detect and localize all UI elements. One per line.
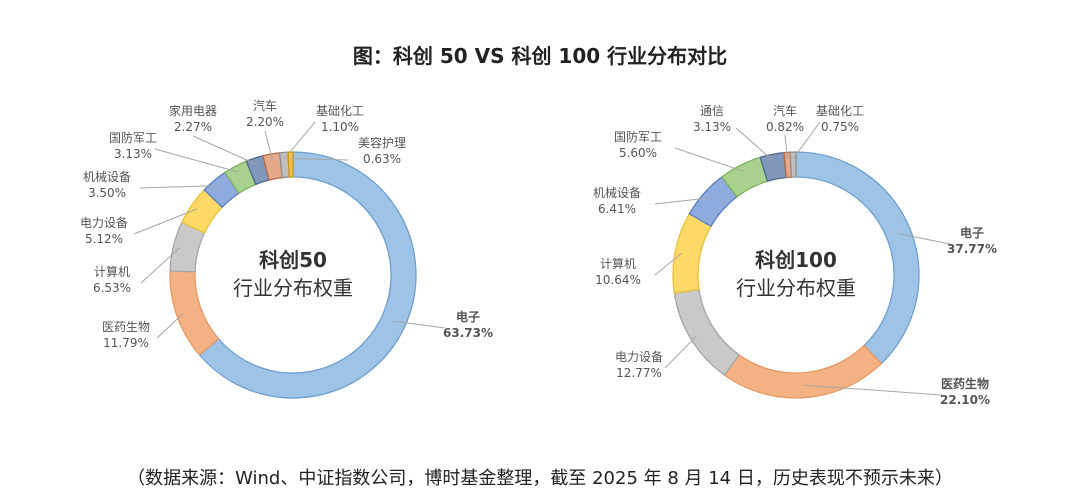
slice-医药生物 — [169, 270, 220, 356]
slice-label: 汽车 — [253, 98, 277, 113]
slice-label: 计算机 — [600, 256, 636, 271]
slice-label: 汽车 — [773, 103, 797, 118]
slice-value-label: 6.53% — [93, 281, 131, 295]
slice-value-label: 11.79% — [103, 336, 149, 350]
leader-line — [784, 134, 789, 159]
leader-line — [898, 233, 951, 245]
slice-value-label: 0.75% — [821, 120, 859, 134]
leader-line — [264, 130, 273, 161]
slice-value-label: 22.10% — [940, 393, 990, 407]
center-subtitle: 行业分布权重 — [736, 276, 856, 300]
slice-value-label: 1.10% — [321, 120, 359, 134]
slice-value-label: 2.27% — [174, 120, 212, 134]
leader-line — [654, 197, 709, 205]
leader-line — [393, 320, 446, 329]
slice-label: 家用电器 — [169, 103, 217, 118]
leader-line — [133, 208, 198, 235]
slice-基础化工 — [789, 151, 797, 178]
leader-line — [792, 121, 821, 159]
slice-value-label: 5.12% — [85, 232, 123, 246]
leader-line — [654, 253, 682, 276]
slice-label: 国防军工 — [614, 129, 662, 144]
slice-value-label: 0.82% — [766, 120, 804, 134]
slice-美容护理 — [287, 151, 294, 178]
slice-电子 — [198, 151, 417, 399]
leader-line — [139, 185, 219, 189]
slice-医药生物 — [723, 344, 883, 399]
source-note: （数据来源：Wind、中证指数公司，博时基金整理，截至 2025 年 8 月 1… — [127, 468, 953, 489]
donut-svg-kechuang50: 电子 63.73% 医药生物 11.79% 计算机 6.53% 电力设备 5.12% 机械设备 3… — [80, 98, 493, 399]
center-subtitle: 行业分布权重 — [233, 276, 353, 300]
donut-svg-kechuang100: 电子 37.77% 医药生物 22.10% 电力设备 12.77% 计算机 10.64% 机械设… — [593, 103, 997, 407]
slice-value-label: 12.77% — [616, 366, 662, 380]
chart-title: 图：科创 50 VS 科创 100 行业分布对比 — [352, 44, 728, 68]
slice-value-label: 63.73% — [443, 326, 493, 340]
leader-line — [804, 384, 943, 396]
slice-label: 医药生物 — [102, 320, 150, 334]
slice-label: 电力设备 — [615, 350, 663, 364]
center-title: 科创50 — [259, 248, 327, 272]
slice-label: 美容护理 — [358, 135, 406, 150]
leader-line — [140, 247, 181, 284]
slice-label: 医药生物 — [941, 376, 989, 391]
slice-value-label: 2.20% — [246, 115, 284, 129]
slice-计算机 — [672, 212, 712, 294]
slice-label: 计算机 — [94, 264, 130, 279]
leader-line — [735, 127, 774, 162]
slice-value-label: 3.50% — [88, 186, 126, 200]
slice-label: 机械设备 — [83, 169, 131, 184]
slice-label: 通信 — [700, 104, 724, 118]
slice-电力设备 — [673, 288, 740, 376]
slice-label: 机械设备 — [593, 185, 641, 200]
slice-label: 基础化工 — [816, 104, 864, 118]
slice-value-label: 5.60% — [619, 146, 657, 160]
donut-chart-kechuang50: 电子 63.73% 医药生物 11.79% 计算机 6.53% 电力设备 5.12% 机械设备 3… — [0, 95, 540, 435]
slice-label: 国防军工 — [109, 130, 157, 145]
slice-value-label: 10.64% — [595, 273, 641, 287]
slice-value-label: 37.77% — [947, 242, 997, 256]
slice-label: 电力设备 — [80, 216, 128, 230]
leader-line — [192, 135, 257, 165]
slice-label: 电子 — [960, 225, 984, 240]
slice-value-label: 3.13% — [693, 120, 731, 134]
slice-value-label: 0.63% — [363, 152, 401, 166]
leader-line — [156, 313, 184, 339]
slice-label: 基础化工 — [316, 104, 364, 118]
leader-line — [664, 335, 697, 369]
donut-chart-kechuang100: 电子 37.77% 医药生物 22.10% 电力设备 12.77% 计算机 10.64% 机械设… — [540, 95, 1080, 435]
slice-value-label: 6.41% — [598, 202, 636, 216]
leader-line — [674, 147, 744, 172]
slice-label: 电子 — [456, 309, 480, 324]
slice-value-label: 3.13% — [114, 147, 152, 161]
leader-line — [290, 158, 349, 161]
leader-line — [154, 148, 239, 173]
center-title: 科创100 — [755, 248, 837, 272]
